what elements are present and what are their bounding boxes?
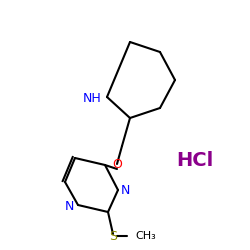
- Text: NH: NH: [83, 92, 102, 104]
- Text: CH₃: CH₃: [135, 231, 156, 241]
- Text: S: S: [109, 230, 117, 242]
- Text: N: N: [121, 184, 130, 196]
- Text: N: N: [64, 200, 74, 212]
- Text: O: O: [112, 158, 122, 170]
- Text: HCl: HCl: [176, 150, 214, 170]
